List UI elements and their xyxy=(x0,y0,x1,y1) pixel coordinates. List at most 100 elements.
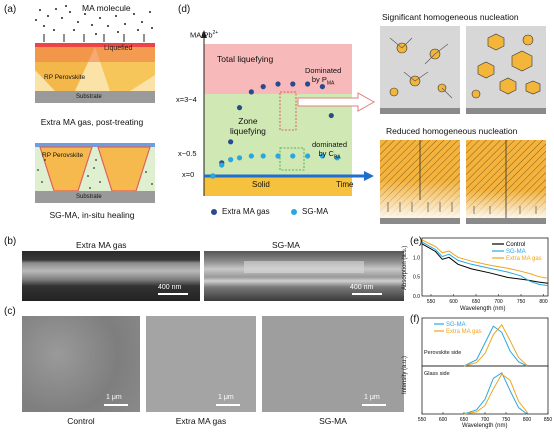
d-point-extra xyxy=(319,84,325,90)
f-xtick-label: 650 xyxy=(460,417,469,423)
scale-text-c-sg: 1 μm xyxy=(364,394,380,401)
liquefied-top-layer xyxy=(35,43,155,47)
f-xtick-label: 750 xyxy=(502,417,511,423)
d-point-extra xyxy=(260,84,266,90)
panel-a-label: (a) xyxy=(4,4,17,15)
legend-extra-label: Extra MA gas xyxy=(222,207,270,216)
panel-d-chart xyxy=(201,30,374,215)
d-point-sg xyxy=(334,155,340,161)
e-xtick-label: 750 xyxy=(517,299,526,305)
sem-cross-sg: 400 nm xyxy=(204,251,404,301)
solid-zone xyxy=(204,176,352,196)
rp-perovskite-bottom-label: RP Perovskite xyxy=(42,152,84,159)
d-point-sg xyxy=(305,153,311,159)
panel-c-label: (c) xyxy=(4,306,16,317)
panel-b-label: (b) xyxy=(4,236,17,247)
f-sub-top: Perovskite side xyxy=(424,350,462,356)
e-ytick-label: 1.0 xyxy=(413,255,420,261)
d-point-extra xyxy=(290,81,296,87)
ytick-high: x=3~4 xyxy=(176,95,197,104)
b-left-title: Extra MA gas xyxy=(76,240,127,250)
e-line-2 xyxy=(421,239,549,279)
significant-nucleation-title: Significant homogeneous nucleation xyxy=(382,12,519,22)
d-point-sg xyxy=(275,153,281,159)
d-point-extra xyxy=(236,105,243,111)
d-point-extra xyxy=(305,81,311,87)
d-point-sg xyxy=(210,173,216,179)
gb-dots xyxy=(37,159,153,189)
f-ylabel: Intensity (a.u.) xyxy=(402,355,408,394)
d-point-sg xyxy=(219,162,225,168)
f-legend-label: Extra MA gas xyxy=(446,329,482,335)
panel-a-caption-bottom: SG-MA, in-situ healing xyxy=(49,210,135,220)
substrate-top-label: Substrate xyxy=(76,94,102,100)
f-legend-label: SG-MA xyxy=(446,322,466,328)
d-point-sg xyxy=(290,153,296,159)
e-line-1 xyxy=(421,241,549,287)
panel-e-label: (e) xyxy=(410,236,423,247)
f-line-1 xyxy=(463,323,528,367)
ytick-low: x=0 xyxy=(182,170,195,179)
ma-molecule-dots xyxy=(35,5,153,35)
dashed-box-pma xyxy=(279,91,297,131)
e-xtick-label: 700 xyxy=(494,299,503,305)
e-ylabel: Absorption (a.u.) xyxy=(402,245,408,290)
e-ytick-label: 0.5 xyxy=(413,275,420,281)
e-legend-label: Control xyxy=(506,242,525,248)
sem-cross-extra: 400 nm xyxy=(22,251,200,301)
total-liquefying-label: Total liquefying xyxy=(217,54,274,64)
scale-bar-c-control xyxy=(104,404,128,406)
d-point-sg xyxy=(236,155,243,161)
dominated-cba-label: dominated by CBA xyxy=(312,140,348,161)
e-line-0 xyxy=(421,243,549,284)
e-xtick-label: 800 xyxy=(539,299,548,305)
substrate-top xyxy=(35,91,155,103)
f-xlabel: Wavelength (nm) xyxy=(462,423,508,429)
d-point-sg xyxy=(319,153,325,159)
f-line-2 xyxy=(463,372,528,415)
zone-liquefying-label: Zone liquefying xyxy=(230,116,266,136)
c-caption-control: Control xyxy=(67,416,95,426)
d-point-extra xyxy=(328,112,334,119)
d-point-sg xyxy=(228,157,234,163)
scale-text-b-right: 400 nm xyxy=(350,284,374,291)
e-xtick-label: 600 xyxy=(449,299,458,305)
e-xtick-label: 650 xyxy=(472,299,481,305)
legend-sg-label: SG-MA xyxy=(302,207,329,216)
dominated-pma-label: Dominated by PMA xyxy=(305,66,342,87)
scale-text-c-control: 1 μm xyxy=(106,394,122,401)
d-point-sg xyxy=(248,153,254,159)
panel-d-label: (d) xyxy=(178,4,191,15)
scale-text-b-left: 400 nm xyxy=(158,284,182,291)
d-point-sg xyxy=(260,153,266,159)
down-arrows xyxy=(43,34,145,42)
f-line-3 xyxy=(463,373,528,415)
scale-text-c-extra: 1 μm xyxy=(218,394,234,401)
e-legend-label: Extra MA gas xyxy=(506,256,542,262)
e-legend-label: SG-MA xyxy=(506,249,526,255)
substrate-bottom-label: Substrate xyxy=(76,194,102,200)
c-caption-extra: Extra MA gas xyxy=(175,416,227,426)
d-point-extra xyxy=(228,139,234,145)
dashed-box-cba xyxy=(279,147,305,171)
reduced-nucleation-title: Reduced homogeneous nucleation xyxy=(386,126,518,136)
time-label: Time xyxy=(336,180,354,189)
d-point-extra xyxy=(275,81,281,87)
panel-a-schematic xyxy=(35,5,155,203)
f-sub-bottom: Glass side xyxy=(424,371,450,377)
significant-nucleation-schematic xyxy=(380,26,546,114)
arrow-to-significant xyxy=(297,92,376,112)
panel-f-label: (f) xyxy=(410,314,420,325)
rp-perovskite-top-label: RP Perovskite xyxy=(44,74,86,81)
f-xtick-label: 850 xyxy=(544,417,553,423)
scale-bar-c-sg xyxy=(362,404,386,406)
ma-molecule-label: MA molecule xyxy=(82,3,131,13)
e-xlabel: Wavelength (nm) xyxy=(460,306,506,312)
d-ylabel: MA/Pb2+ xyxy=(190,30,219,40)
f-xtick-label: 600 xyxy=(439,417,448,423)
top-layer-bottom xyxy=(35,143,155,147)
d-y-arrow xyxy=(201,30,207,38)
e-xtick-label: 550 xyxy=(427,299,436,305)
c-caption-sg: SG-MA xyxy=(319,416,347,426)
